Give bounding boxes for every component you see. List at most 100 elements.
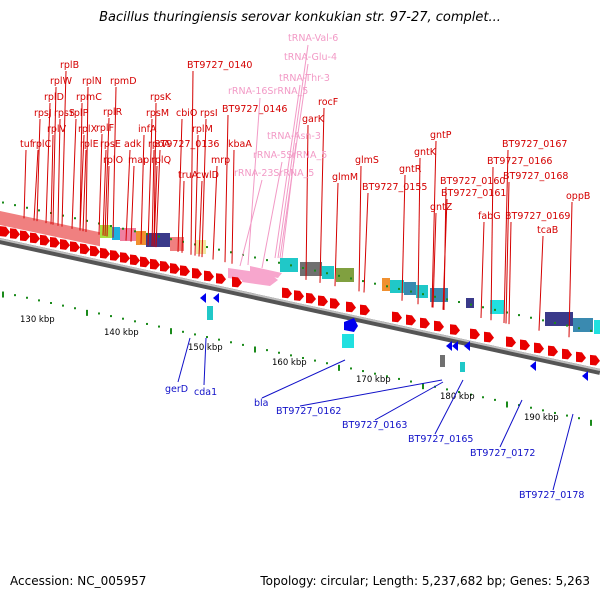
gene-label-rpmC: rpmC bbox=[76, 92, 102, 103]
forward-label-leader bbox=[432, 212, 437, 308]
forward-gene-arrow bbox=[192, 267, 202, 279]
tick-mark bbox=[314, 269, 316, 272]
forward-gene-arrow bbox=[484, 331, 494, 343]
gene-label-mrp: mrp bbox=[211, 155, 230, 166]
forward-gene-arrow bbox=[50, 237, 60, 248]
forward-label-leader bbox=[319, 107, 325, 283]
rna-label-tRNA-Asn-3: tRNA-Asn-3 bbox=[267, 131, 321, 142]
forward-gene-arrow bbox=[170, 263, 180, 274]
reverse-gene-labels: gerD cda1 bla BT9727_0162 BT9727_0163 BT… bbox=[165, 384, 584, 501]
gene-label-rplQ: rplQ bbox=[151, 155, 171, 166]
forward-label-leader bbox=[231, 149, 235, 264]
gene-label-cwlD: cwlD bbox=[196, 170, 219, 181]
gene-label-gntZ: gntZ bbox=[430, 202, 453, 213]
tick-mark bbox=[374, 372, 376, 375]
forward-label-leader bbox=[98, 133, 103, 235]
tick-mark bbox=[206, 246, 208, 249]
tick-mark bbox=[26, 296, 28, 299]
gene-label-rpmD: rpmD bbox=[110, 76, 137, 87]
forward-label-leader bbox=[82, 149, 87, 232]
forward-gene-arrow bbox=[140, 256, 150, 268]
tick-mark bbox=[26, 206, 28, 209]
tick-mark bbox=[254, 346, 256, 353]
reverse-gene-arrow bbox=[582, 371, 588, 381]
forward-gene-arrow bbox=[180, 265, 190, 277]
gene-label-BT9727_0166: BT9727_0166 bbox=[487, 156, 552, 167]
forward-gene-arrow bbox=[318, 295, 328, 307]
tick-mark bbox=[530, 406, 532, 409]
forward-gene-arrow bbox=[450, 324, 460, 335]
rna-label-tRNA-Glu-4: tRNA-Glu-4 bbox=[284, 52, 337, 63]
gene-label-gntR: gntR bbox=[399, 164, 422, 175]
forward-label-leader bbox=[181, 180, 185, 253]
tick-mark bbox=[266, 349, 268, 352]
tick-190kbp: 190 kbp bbox=[524, 413, 559, 423]
forward-gene-arrow bbox=[434, 320, 444, 332]
tick-mark bbox=[170, 328, 172, 335]
tick-mark bbox=[50, 302, 52, 304]
gene-label-BT9727_0168: BT9727_0168 bbox=[503, 171, 568, 182]
forward-gene-arrow bbox=[120, 252, 130, 263]
tick-mark bbox=[506, 311, 508, 314]
tick-mark bbox=[362, 370, 364, 373]
tick-mark bbox=[254, 256, 256, 259]
forward-gene-arrow bbox=[306, 292, 316, 304]
tick-mark bbox=[542, 319, 544, 322]
tick-mark bbox=[446, 298, 448, 301]
tick-mark bbox=[470, 303, 472, 306]
tick-mark bbox=[590, 419, 592, 426]
tick-marks bbox=[2, 201, 592, 426]
tick-mark bbox=[314, 359, 316, 362]
forward-label-leader bbox=[71, 118, 77, 229]
forward-label-leader bbox=[224, 114, 229, 263]
gene-label-truA: truA bbox=[178, 170, 199, 181]
forward-label-leader bbox=[198, 180, 203, 257]
reverse-gene-arrow bbox=[213, 293, 219, 303]
forward-gene-arrow bbox=[562, 348, 572, 360]
rna-label-rRNA-23SrRNA_5: rRNA-23SrRNA_5 bbox=[234, 168, 314, 179]
forward-gene-arrow bbox=[90, 245, 100, 257]
forward-label-leader bbox=[508, 221, 512, 325]
rna-label-tRNA-Thr-3: tRNA-Thr-3 bbox=[279, 73, 330, 84]
forward-label-leader bbox=[106, 165, 110, 237]
forward-gene-arrow bbox=[406, 314, 416, 326]
gene-label-rplO: rplO bbox=[103, 155, 123, 166]
tick-170kbp: 170 kbp bbox=[356, 375, 391, 385]
gene-label-fabG: fabG bbox=[478, 211, 501, 222]
tick-mark bbox=[482, 396, 484, 399]
forward-gene-arrow bbox=[150, 258, 160, 270]
forward-gene-arrow bbox=[470, 328, 480, 340]
tick-mark bbox=[14, 294, 16, 297]
forward-gene-arrow bbox=[330, 298, 340, 309]
forward-label-leader bbox=[130, 165, 135, 242]
forward-gene-arrow bbox=[346, 301, 356, 313]
tick-mark bbox=[338, 364, 340, 371]
forward-label-leader bbox=[33, 149, 39, 221]
forward-label-leader bbox=[490, 166, 494, 321]
forward-label-leader bbox=[190, 70, 194, 255]
forward-gene-arrow bbox=[110, 250, 120, 261]
tick-mark bbox=[578, 417, 580, 420]
forward-gene-arrows bbox=[0, 226, 600, 366]
tick-mark bbox=[242, 343, 244, 346]
gene-label-tcaB: tcaB bbox=[537, 225, 558, 236]
gene-label-infA: infA bbox=[138, 124, 157, 135]
genome-backbone bbox=[0, 238, 600, 375]
reverse-gene-arrow bbox=[452, 341, 458, 351]
forward-label-leader bbox=[417, 157, 421, 305]
tick-mark bbox=[326, 272, 328, 275]
forward-label-leader bbox=[194, 134, 199, 256]
gene-label-BT9727_0136: BT9727_0136 bbox=[154, 139, 219, 150]
forward-label-leader bbox=[363, 192, 369, 293]
tick-mark bbox=[86, 309, 88, 316]
forward-label-leader bbox=[79, 134, 85, 231]
tick-mark bbox=[170, 238, 172, 241]
gene-label-rpoA: rpoA bbox=[148, 139, 171, 150]
gene-label-rplN: rplN bbox=[82, 76, 102, 87]
gene-label-BT9727_0146: BT9727_0146 bbox=[222, 104, 287, 115]
gene-label-rpsK: rpsK bbox=[150, 92, 172, 103]
forward-gene-arrow bbox=[216, 273, 226, 284]
tick-mark bbox=[38, 299, 40, 302]
gene-label-cbiO: cbiO bbox=[176, 108, 197, 119]
tick-mark bbox=[74, 307, 76, 310]
